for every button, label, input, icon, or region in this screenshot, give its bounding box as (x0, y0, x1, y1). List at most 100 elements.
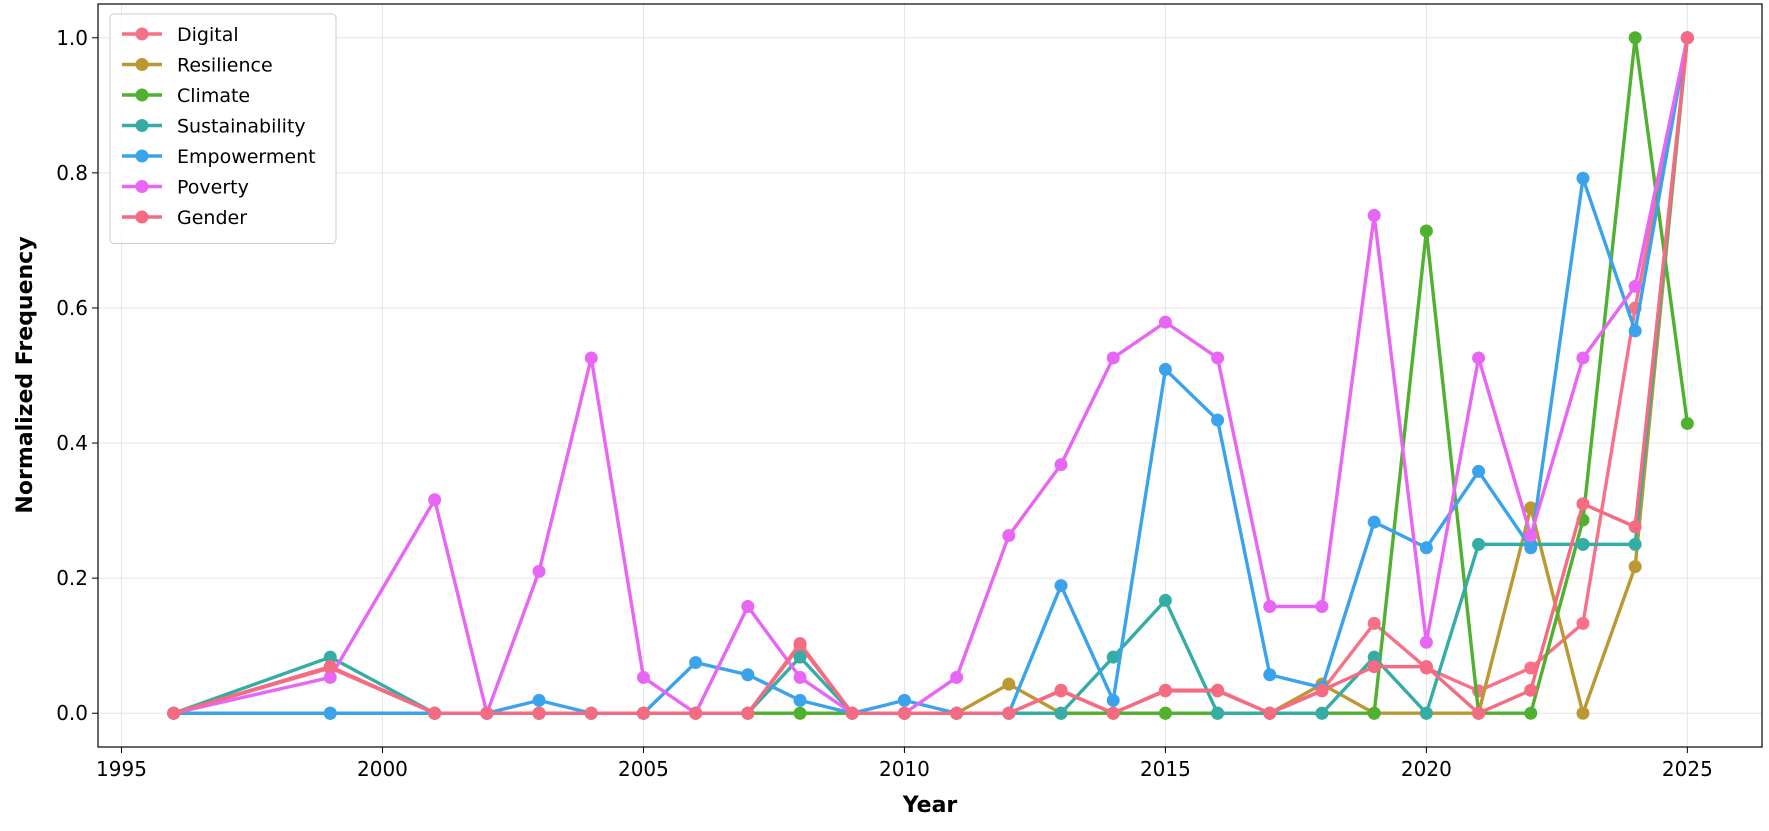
data-point (1628, 279, 1642, 293)
data-point (689, 656, 703, 670)
legend-marker (135, 149, 149, 163)
data-point (1628, 324, 1642, 338)
data-point (897, 693, 911, 707)
data-point (1628, 31, 1642, 45)
data-point (1054, 579, 1068, 593)
data-point (532, 564, 546, 578)
data-point (1315, 706, 1329, 720)
data-point (1680, 31, 1694, 45)
data-point (428, 706, 442, 720)
x-tick-label: 2000 (357, 757, 408, 781)
x-tick-label: 2005 (618, 757, 669, 781)
legend-marker (135, 119, 149, 132)
data-point (1524, 661, 1538, 675)
data-point (1158, 362, 1172, 376)
data-point (584, 706, 598, 720)
data-point (1315, 600, 1329, 614)
data-point (950, 670, 964, 684)
data-point (1628, 520, 1642, 534)
data-point (1419, 706, 1433, 720)
y-tick-label: 1.0 (56, 26, 88, 50)
data-point (1419, 635, 1433, 649)
series-line (173, 37, 1690, 715)
x-axis-title: Year (902, 793, 958, 818)
data-point (793, 693, 807, 707)
data-point (1419, 660, 1433, 674)
data-point (1263, 600, 1277, 614)
data-point (1524, 541, 1538, 555)
data-point (1680, 416, 1694, 430)
data-point (1576, 537, 1590, 551)
data-point (1524, 706, 1538, 720)
data-point (1054, 458, 1068, 472)
data-point (741, 668, 755, 682)
legend-marker (135, 88, 149, 102)
data-point (1106, 351, 1120, 365)
data-point (636, 670, 650, 684)
data-point (1106, 706, 1120, 720)
data-point (480, 706, 494, 720)
data-point (428, 493, 442, 507)
data-point (1576, 497, 1590, 511)
series-line (173, 37, 1690, 715)
data-point (1211, 351, 1225, 365)
data-point (1472, 706, 1486, 720)
data-point (897, 706, 911, 720)
data-point (793, 706, 807, 720)
data-point (1367, 616, 1381, 630)
data-point (1419, 541, 1433, 555)
data-point (1367, 208, 1381, 222)
legend-label: Empowerment (177, 146, 316, 168)
data-point (1211, 413, 1225, 427)
y-tick-label: 0.0 (56, 701, 88, 725)
series-line (173, 36, 1690, 715)
data-point (323, 660, 337, 674)
data-point (1472, 351, 1486, 365)
legend-label: Climate (177, 85, 250, 107)
data-point (1263, 668, 1277, 682)
data-point (1576, 171, 1590, 185)
series-line (173, 37, 1690, 715)
legend-marker (135, 210, 149, 224)
legend-label: Gender (177, 207, 247, 229)
data-point (1628, 560, 1642, 574)
data-point (845, 706, 859, 720)
data-point (1628, 537, 1642, 551)
data-point (1263, 706, 1277, 720)
plot-frame (97, 3, 1763, 748)
data-point (1158, 683, 1172, 697)
data-point (1576, 706, 1590, 720)
legend-label: Poverty (177, 177, 249, 199)
x-tick-label: 2025 (1662, 757, 1713, 781)
x-tick-label: 2010 (879, 757, 930, 781)
data-point (1524, 529, 1538, 543)
x-tick-label: 1995 (96, 757, 147, 781)
data-point (1158, 315, 1172, 329)
data-point (741, 600, 755, 614)
data-point (950, 706, 964, 720)
series-line (173, 37, 1690, 715)
legend-marker (135, 58, 149, 71)
data-point (1002, 706, 1016, 720)
data-point (323, 650, 337, 664)
legend-label: Digital (177, 24, 239, 46)
x-tick-label: 2020 (1401, 757, 1452, 781)
series-line (173, 37, 1690, 715)
data-point (1472, 537, 1486, 551)
data-point (1524, 683, 1538, 697)
data-point (1158, 706, 1172, 720)
legend-box (109, 13, 337, 244)
data-point (532, 706, 546, 720)
data-point (1211, 683, 1225, 697)
y-tick-label: 0.2 (56, 566, 88, 590)
data-point (1367, 650, 1381, 664)
data-point (1367, 706, 1381, 720)
data-point (1106, 650, 1120, 664)
legend-label: Sustainability (177, 116, 306, 138)
y-axis-title: Normalized Frequency (13, 236, 38, 513)
data-point (1315, 683, 1329, 697)
data-point (532, 693, 546, 707)
data-point (636, 706, 650, 720)
data-point (1576, 351, 1590, 365)
